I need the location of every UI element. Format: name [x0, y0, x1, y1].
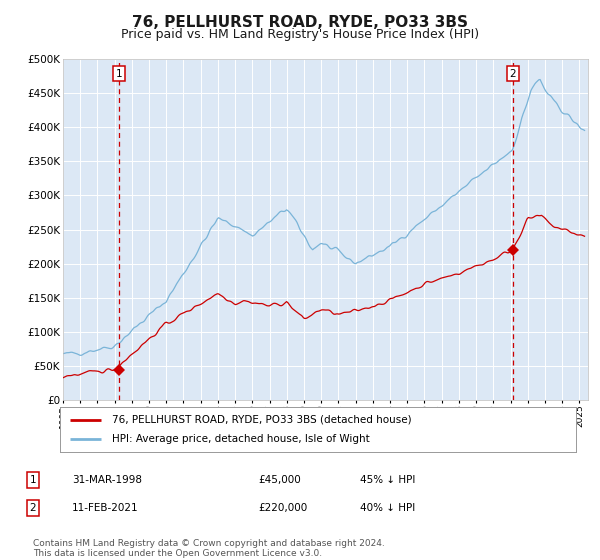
Text: 31-MAR-1998: 31-MAR-1998 [72, 475, 142, 485]
Text: £220,000: £220,000 [258, 503, 307, 513]
Text: 2: 2 [29, 503, 37, 513]
Text: 2: 2 [509, 69, 516, 79]
Text: 76, PELLHURST ROAD, RYDE, PO33 3BS (detached house): 76, PELLHURST ROAD, RYDE, PO33 3BS (deta… [112, 414, 411, 424]
Text: 45% ↓ HPI: 45% ↓ HPI [360, 475, 415, 485]
Text: £45,000: £45,000 [258, 475, 301, 485]
Text: Contains HM Land Registry data © Crown copyright and database right 2024.
This d: Contains HM Land Registry data © Crown c… [33, 539, 385, 558]
Text: 11-FEB-2021: 11-FEB-2021 [72, 503, 139, 513]
Text: Price paid vs. HM Land Registry's House Price Index (HPI): Price paid vs. HM Land Registry's House … [121, 28, 479, 41]
Text: 76, PELLHURST ROAD, RYDE, PO33 3BS: 76, PELLHURST ROAD, RYDE, PO33 3BS [132, 15, 468, 30]
Text: 1: 1 [115, 69, 122, 79]
Text: 40% ↓ HPI: 40% ↓ HPI [360, 503, 415, 513]
Text: 1: 1 [29, 475, 37, 485]
Text: HPI: Average price, detached house, Isle of Wight: HPI: Average price, detached house, Isle… [112, 435, 370, 445]
